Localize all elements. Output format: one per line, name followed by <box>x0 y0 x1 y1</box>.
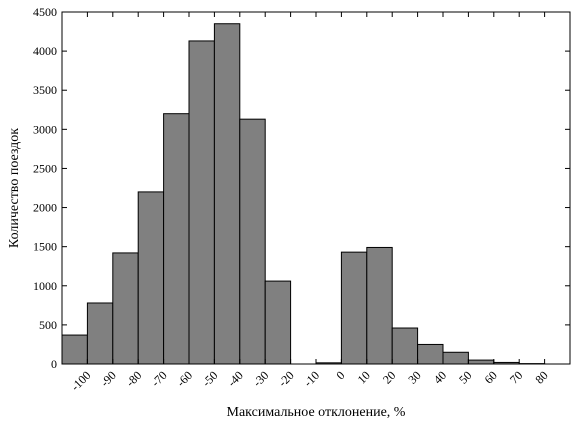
x-tick-label: -70 <box>149 368 170 389</box>
histogram-bar-16 <box>467 359 495 365</box>
x-tick-label: -40 <box>225 368 246 389</box>
y-tick-label: 3000 <box>33 122 57 136</box>
x-tick-label: 80 <box>532 368 550 386</box>
histogram-bar-8 <box>264 280 292 365</box>
y-tick-label: 1500 <box>33 240 57 254</box>
x-tick-label: 60 <box>482 368 500 386</box>
x-tick-label: -50 <box>199 368 220 389</box>
x-tick-label: -90 <box>98 368 119 389</box>
bars-group <box>61 23 546 365</box>
y-axis-title: Количество поездок <box>7 128 22 248</box>
y-tick-label: 1000 <box>33 279 57 293</box>
x-tick-label: 20 <box>380 368 398 386</box>
x-tick-label: -100 <box>68 368 93 393</box>
y-tick-label: 4500 <box>33 5 57 19</box>
histogram-bar-4 <box>163 113 190 365</box>
x-tick-label: -30 <box>250 368 271 389</box>
histogram-bar-13 <box>391 327 419 365</box>
histogram-bar-1 <box>86 302 114 365</box>
x-tick-label: -60 <box>174 368 195 389</box>
y-tick-label: 500 <box>39 318 57 332</box>
x-axis-title: Максимальное отклонение, % <box>227 405 406 420</box>
x-tick-label: 0 <box>333 368 347 382</box>
histogram-bar-0 <box>61 334 88 365</box>
x-tick-label: -20 <box>276 368 297 389</box>
y-tick-label: 3500 <box>33 83 57 97</box>
x-tick-label: 30 <box>405 368 423 386</box>
histogram-bar-2 <box>112 252 139 365</box>
x-tick-label: 70 <box>507 368 525 386</box>
x-tick-label: 50 <box>456 368 474 386</box>
histogram-bar-14 <box>417 343 444 365</box>
histogram-bar-11 <box>340 251 368 365</box>
histogram-bar-7 <box>239 118 266 365</box>
y-tick-label: 4000 <box>33 44 57 58</box>
x-tick-label: 10 <box>355 368 373 386</box>
y-tick-label: 2500 <box>33 161 57 175</box>
histogram-bar-5 <box>188 40 215 365</box>
histogram-bar-3 <box>137 191 165 365</box>
x-tick-label: -10 <box>301 368 322 389</box>
x-tick-label: -80 <box>123 368 144 389</box>
histogram-bar-6 <box>213 23 241 365</box>
histogram-bar-12 <box>366 246 393 365</box>
y-axis: 0 500 1000 1500 2000 2500 3000 3500 4000 4500 <box>33 5 570 371</box>
x-tick-label: 40 <box>431 368 449 386</box>
y-tick-label: 0 <box>51 357 57 371</box>
y-tick-label: 2000 <box>33 201 57 215</box>
histogram-bar-15 <box>442 351 469 365</box>
